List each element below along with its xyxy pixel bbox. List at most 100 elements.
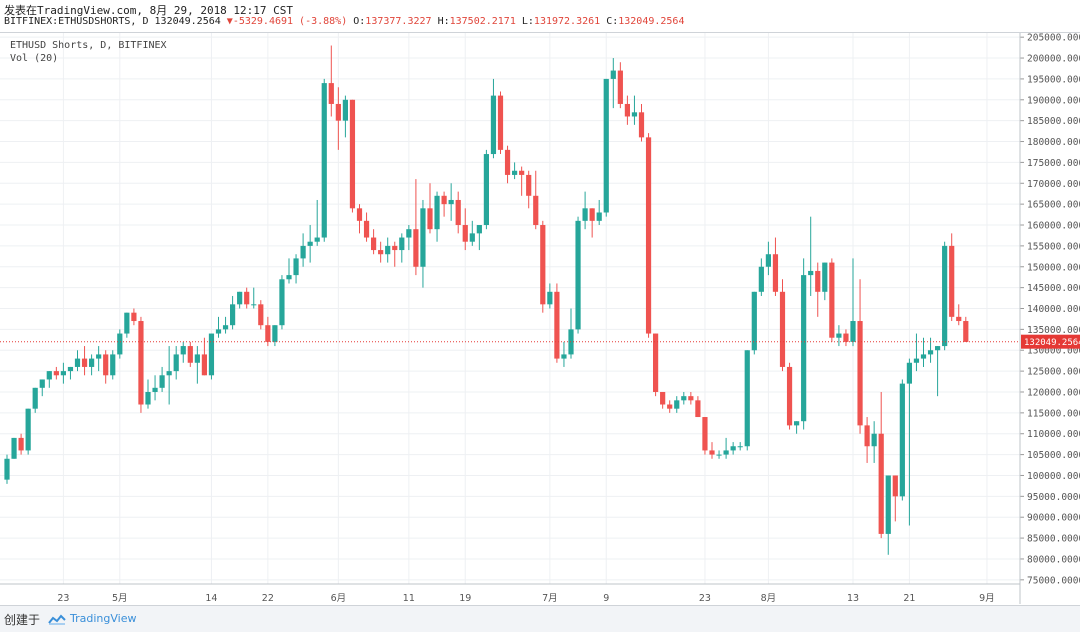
created-with-label: 创建于: [4, 613, 41, 627]
candle: [258, 300, 264, 330]
candle: [744, 350, 750, 451]
candle-body: [166, 371, 172, 376]
candle-body: [60, 371, 66, 376]
candle-body: [356, 208, 363, 221]
candle-body: [420, 208, 426, 267]
candle-body: [399, 237, 405, 251]
candle-body: [265, 325, 271, 342]
candle-body: [526, 174, 532, 196]
candle-body: [674, 400, 680, 409]
candle: [794, 421, 800, 434]
candle: [180, 341, 186, 363]
publish-info: 发表在TradingView.com, 8月 29, 2018 12:17 CS…: [4, 4, 294, 17]
x-tick-label: 19: [459, 593, 471, 604]
candle: [667, 400, 673, 413]
candle-body: [321, 83, 327, 238]
candle-body: [533, 195, 539, 226]
candle: [89, 354, 95, 376]
candle-body: [829, 262, 835, 338]
candle: [963, 316, 969, 342]
candle-body: [497, 95, 504, 150]
y-tick-label: 145000.0000: [1027, 283, 1080, 294]
candle: [60, 362, 66, 384]
candle: [201, 337, 207, 376]
candle: [920, 337, 927, 367]
candle: [307, 225, 313, 263]
x-tick-label: 6月: [331, 593, 347, 604]
candle: [124, 312, 130, 338]
y-tick-label: 150000.0000: [1027, 262, 1080, 273]
y-tick-label: 155000.0000: [1027, 241, 1080, 252]
volume-indicator-label[interactable]: Vol (20): [10, 53, 59, 64]
candle: [462, 208, 468, 251]
candle-body: [667, 404, 673, 409]
candle: [603, 78, 609, 217]
tradingview-logo-icon[interactable]: [48, 614, 66, 625]
candle-body: [512, 170, 518, 175]
candle-body: [363, 220, 370, 238]
candle-body: [899, 383, 905, 497]
candle: [145, 379, 151, 409]
candle: [681, 391, 687, 405]
candle: [328, 45, 334, 117]
candle: [533, 170, 539, 230]
y-tick-label: 95000.0000: [1027, 492, 1080, 503]
candle-body: [89, 358, 95, 367]
x-tick-label: 23: [699, 593, 711, 604]
y-tick-label: 160000.0000: [1027, 221, 1080, 232]
x-tick-label: 14: [205, 593, 217, 604]
tradingview-link[interactable]: TradingView: [70, 612, 137, 625]
candle: [786, 362, 793, 430]
candle-body: [786, 366, 793, 426]
x-tick-label: 13: [847, 593, 859, 604]
candle: [448, 183, 454, 221]
candle: [363, 212, 370, 242]
open-value: 137377.3227: [365, 16, 432, 27]
close-label: C:: [606, 16, 619, 27]
candle: [420, 199, 426, 288]
candlestick-chart[interactable]: 75000.0000 80000.0000 85000.0000 90000.0000…: [0, 33, 1080, 605]
x-tick-label: 5月: [112, 593, 128, 604]
candle: [96, 346, 102, 372]
candle-body: [476, 225, 482, 234]
candle-body: [554, 291, 560, 359]
candle: [67, 366, 74, 380]
candle-body: [490, 95, 497, 155]
candle: [815, 262, 821, 317]
x-tick-label: 8月: [761, 593, 777, 604]
chart-legend: ETHUSD Shorts, D, BITFINEX Vol (20): [10, 39, 167, 65]
y-tick-label: 120000.0000: [1027, 387, 1080, 398]
candle-body: [709, 450, 715, 455]
candle-body: [779, 291, 786, 367]
candle-body: [46, 371, 52, 380]
candle-body: [455, 199, 461, 226]
candle: [808, 216, 814, 296]
candle: [935, 346, 941, 397]
candle: [688, 391, 694, 405]
candle: [138, 316, 144, 413]
candle-body: [758, 266, 764, 292]
candle: [829, 258, 835, 342]
candle-body: [11, 437, 17, 459]
high-label: H:: [437, 16, 450, 27]
candle-body: [596, 212, 602, 221]
candle: [293, 254, 299, 284]
candle: [441, 191, 447, 217]
candle: [406, 225, 412, 251]
candle: [942, 241, 948, 351]
candle: [244, 287, 250, 309]
candle: [737, 442, 743, 451]
candle: [526, 170, 532, 209]
candle-body: [145, 391, 151, 405]
candle: [610, 58, 616, 109]
candle-body: [96, 354, 102, 359]
chart-pane[interactable]: 75000.0000 80000.0000 85000.0000 90000.0000…: [0, 32, 1080, 606]
candle-body: [885, 475, 891, 534]
candle-body: [610, 70, 616, 79]
candle: [554, 283, 560, 363]
y-tick-label: 100000.0000: [1027, 471, 1080, 482]
candle-body: [448, 199, 454, 205]
candle: [399, 233, 405, 263]
candle-body: [103, 354, 109, 376]
candle-body: [208, 333, 215, 376]
